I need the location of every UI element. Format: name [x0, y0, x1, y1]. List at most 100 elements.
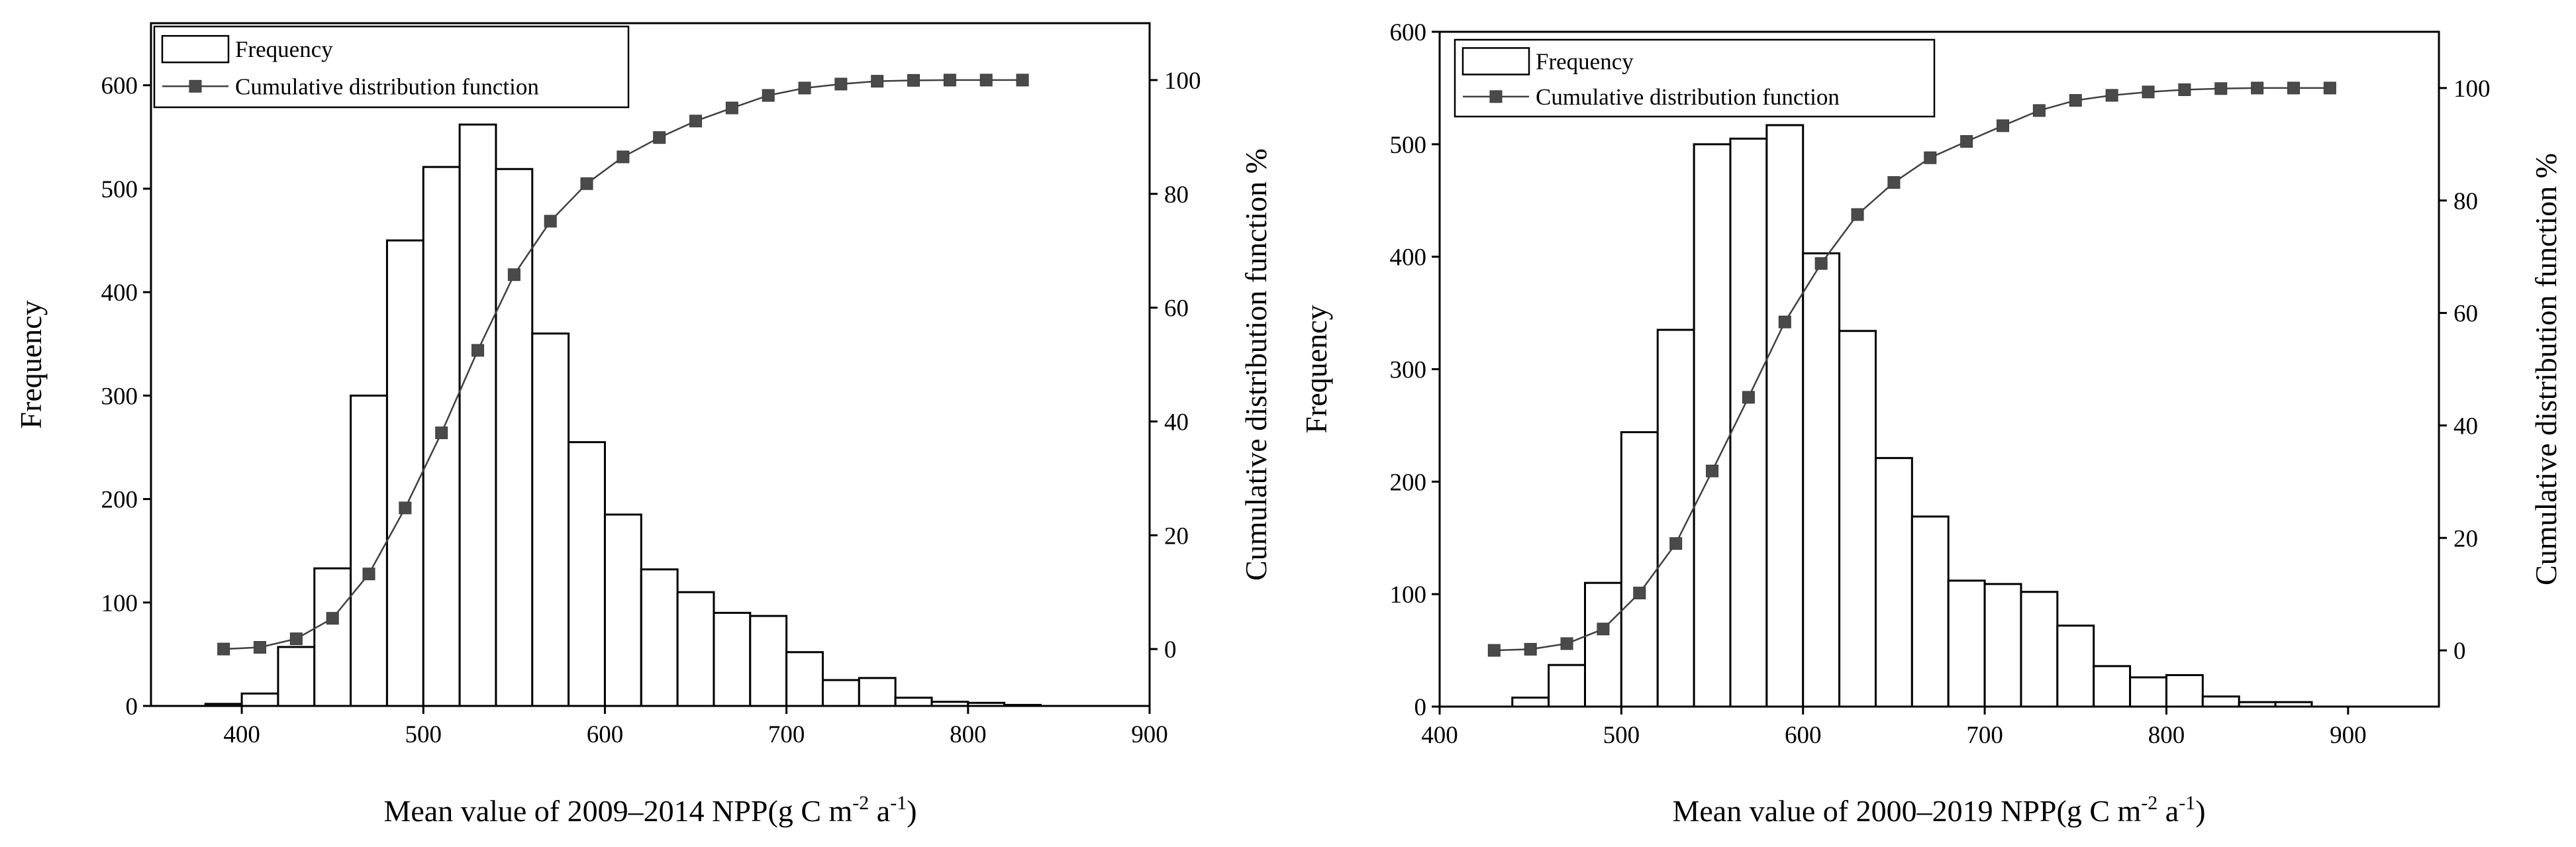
chart-1-cdf-point-19 — [2178, 83, 2191, 96]
chart-1-bar-10 — [1838, 330, 1877, 708]
chart-0-legend-box — [153, 25, 630, 109]
chart-0-cdf-point-11 — [617, 150, 630, 164]
chart-1-bar-20 — [2201, 695, 2240, 708]
chart-1-y2-tick-label-0: 0 — [2453, 638, 2466, 665]
chart-0-bar-18 — [858, 677, 897, 707]
chart-1-bar-1 — [1511, 696, 1550, 708]
chart-0-plot-frame — [150, 22, 1151, 707]
chart-0-cdf-point-10 — [580, 177, 593, 190]
chart-1-y-tick-label-0: 0 — [1414, 694, 1427, 721]
chart-1-bar-16 — [2056, 624, 2095, 708]
chart-1-y-tick-label-1: 100 — [1390, 581, 1427, 609]
chart-1-cdf-point-13 — [1960, 135, 1973, 148]
chart-1-y-axis-title: Frequency — [1299, 305, 1333, 433]
chart-1-cdf-point-20 — [2214, 82, 2228, 95]
chart-0-cdf-point-21 — [979, 74, 993, 87]
chart-1-legend-swatch-cdf-marker — [1489, 90, 1503, 103]
chart-1-y2-tick-label-3: 60 — [2453, 301, 2478, 328]
chart-0-cdf-point-16 — [798, 81, 811, 95]
chart-0-y-tick-label-1: 100 — [101, 590, 138, 617]
chart-0-bar-15 — [749, 615, 788, 707]
chart-0-legend-swatch-cdf-marker — [189, 79, 202, 93]
chart-0-x-tick-label-4: 800 — [950, 721, 987, 748]
chart-0-cdf-point-20 — [943, 74, 956, 87]
chart-1-y-tick-label-4: 400 — [1390, 244, 1427, 272]
chart-0-cdf-point-13 — [689, 115, 703, 128]
chart-0-cdf-point-3 — [326, 612, 339, 625]
chart-0-bar-9 — [531, 332, 570, 707]
chart-0-bar-8 — [495, 168, 534, 707]
chart-1-cdf-point-7 — [1742, 391, 1755, 404]
chart-0-cdf-point-0 — [217, 642, 230, 656]
chart-0-y-tick-label-4: 400 — [101, 279, 138, 307]
chart-0-x-tick-label-2: 600 — [587, 721, 624, 748]
chart-1-x-tick-label-1: 500 — [1603, 722, 1640, 749]
chart-0-bar-17 — [821, 679, 860, 707]
chart-1-y2-tick-label-1: 20 — [2453, 525, 2478, 552]
chart-1-bar-14 — [1983, 583, 2022, 708]
chart-0-cdf-point-19 — [907, 74, 920, 87]
chart-0-x-tick-label-1: 500 — [405, 721, 442, 748]
chart-0-y-tick-label-2: 200 — [101, 487, 138, 514]
chart-0-cdf-point-8 — [507, 268, 520, 281]
chart-0-y2-tick-label-1: 20 — [1164, 523, 1189, 550]
chart-1-y2-tick-label-2: 40 — [2453, 413, 2478, 440]
chart-1-bar-11 — [1874, 457, 1913, 708]
chart-1-cdf-point-5 — [1669, 537, 1683, 550]
chart-0-bar-12 — [640, 568, 679, 707]
chart-1-y2-axis-title: Cumulative distribution function % — [2529, 153, 2563, 585]
chart-1-y-tick-label-5: 500 — [1390, 132, 1427, 159]
chart-1-bar-9 — [1802, 252, 1841, 708]
chart-1-cdf-point-8 — [1778, 315, 1791, 328]
chart-1-bar-18 — [2129, 676, 2167, 708]
chart-0-legend: Frequency Cumulative distribution functio… — [153, 25, 630, 109]
chart-1-legend-label-frequency: Frequency — [1536, 48, 1634, 74]
chart-1-cdf-point-0 — [1487, 644, 1501, 657]
chart-0-y-tick-label-3: 300 — [101, 383, 138, 410]
chart-0-cdf-point-12 — [653, 131, 666, 144]
chart-0-bar-14 — [713, 611, 752, 707]
chart-0-y2-tick-label-2: 40 — [1164, 409, 1189, 436]
chart-0-bar-10 — [568, 441, 606, 707]
chart-0-cdf-point-22 — [1016, 74, 1029, 87]
chart-0-bar-2 — [277, 646, 316, 707]
chart-0-bar-19 — [894, 697, 933, 707]
chart-0-y2-axis-title: Cumulative distribution function % — [1239, 148, 1273, 581]
chart-1-cdf-point-22 — [2287, 81, 2301, 95]
chart-1-cdf-point-3 — [1597, 623, 1610, 636]
chart-1-cdf-point-6 — [1706, 464, 1719, 477]
chart-0-cdf-point-9 — [544, 215, 557, 228]
chart-0-y-axis-title: Frequency — [14, 300, 48, 428]
chart-0-cdf-point-1 — [254, 641, 267, 654]
chart-1-x-tick-label-5: 900 — [2330, 722, 2367, 749]
chart-1-bar-6 — [1693, 143, 1732, 708]
chart-1-bar-17 — [2093, 665, 2132, 708]
chart-1-cdf-point-23 — [2323, 81, 2336, 95]
chart-1-cdf-point-18 — [2142, 85, 2155, 99]
chart-1-y-tick-label-3: 300 — [1390, 357, 1427, 384]
chart-0-bar-3 — [313, 567, 352, 707]
chart-1-y2-tick-label-4: 80 — [2453, 188, 2478, 215]
chart-1-bar-15 — [2020, 591, 2059, 708]
chart-0-cdf-point-14 — [725, 101, 738, 115]
chart-1-bar-3 — [1583, 581, 1622, 708]
chart-0-cdf-point-18 — [871, 75, 884, 88]
chart-0-y2-tick-label-5: 100 — [1164, 68, 1201, 95]
chart-0-legend-swatch-frequency — [161, 34, 230, 64]
chart-1-x-tick-label-0: 400 — [1421, 722, 1458, 749]
chart-0-cdf-point-17 — [834, 77, 848, 91]
chart-1-x-tick-label-3: 700 — [1966, 722, 2003, 749]
chart-0-bar-1 — [240, 692, 279, 707]
chart-0-y2-tick-label-3: 60 — [1164, 295, 1189, 323]
chart-0-y-tick-label-0: 0 — [126, 693, 138, 721]
chart-0-bar-11 — [603, 513, 642, 707]
chart-0-bar-7 — [458, 123, 497, 707]
chart-1-cdf-point-12 — [1924, 151, 1937, 164]
chart-0-y2-tick-label-0: 0 — [1164, 636, 1177, 664]
chart-0-legend-label-frequency: Frequency — [235, 36, 333, 62]
chart-0-cdf-point-5 — [399, 501, 412, 515]
chart-0-cdf-point-15 — [762, 89, 775, 102]
chart-1-cdf-point-15 — [2032, 104, 2046, 117]
chart-0-cdf-point-7 — [471, 344, 485, 357]
